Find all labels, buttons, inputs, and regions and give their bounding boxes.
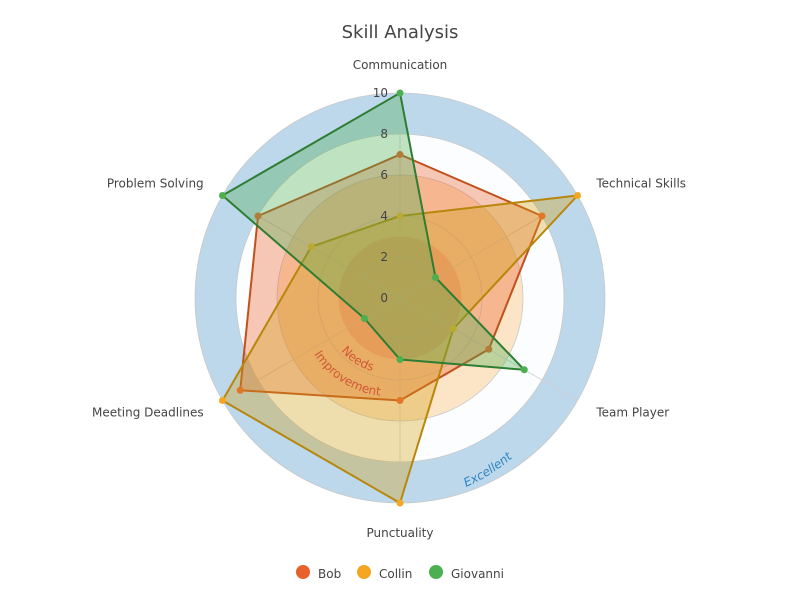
axis-labels: Communication Technical Skills Team Player… bbox=[92, 58, 686, 540]
radial-ticks: 0 2 4 6 8 10 bbox=[373, 86, 388, 305]
legend-item-bob[interactable]: Bob bbox=[296, 565, 341, 581]
legend-swatch-collin bbox=[357, 565, 371, 579]
axis-label-team-player: Team Player bbox=[595, 406, 669, 420]
series-giovanni-point-problem-solving[interactable] bbox=[218, 192, 226, 199]
radial-tick-label: 8 bbox=[380, 127, 388, 141]
radial-tick-label: 2 bbox=[380, 250, 388, 264]
axis-label-punctuality: Punctuality bbox=[367, 526, 434, 540]
legend-label-collin: Collin bbox=[379, 567, 412, 581]
series-collin-point-team-player[interactable] bbox=[449, 325, 457, 333]
series-bob-point-team-player[interactable] bbox=[485, 345, 493, 353]
legend-swatch-bob bbox=[296, 565, 310, 579]
series-bob-point-problem-solving[interactable] bbox=[254, 212, 262, 220]
series-collin-point-communication[interactable] bbox=[396, 212, 404, 220]
legend-item-collin[interactable]: Collin bbox=[357, 565, 412, 581]
legend[interactable]: Bob Collin Giovanni bbox=[296, 565, 504, 581]
legend-item-giovanni[interactable]: Giovanni bbox=[429, 565, 504, 581]
grid-spoke bbox=[399, 195, 578, 299]
series-collin-point-problem-solving[interactable] bbox=[307, 243, 315, 251]
chart-title: Skill Analysis bbox=[342, 22, 459, 43]
grid-spoke bbox=[222, 297, 401, 401]
series-collin-point-technical-skills[interactable] bbox=[574, 192, 582, 199]
series-bob-point-technical-skills[interactable] bbox=[538, 212, 546, 220]
series-bob-point-communication[interactable] bbox=[396, 151, 404, 158]
series-giovanni-point-meeting-deadlines[interactable] bbox=[360, 315, 368, 322]
radial-tick-label: 10 bbox=[373, 86, 388, 100]
axis-label-technical-skills: Technical Skills bbox=[595, 177, 686, 191]
series-giovanni-point-technical-skills[interactable] bbox=[432, 274, 440, 281]
series-giovanni-point-communication[interactable] bbox=[396, 89, 404, 97]
legend-label-giovanni: Giovanni bbox=[451, 567, 504, 581]
axis-label-problem-solving: Problem Solving bbox=[107, 177, 204, 191]
radial-tick-label: 6 bbox=[380, 168, 388, 182]
series-giovanni-point-team-player[interactable] bbox=[520, 366, 528, 374]
series-collin-point-punctuality[interactable] bbox=[396, 499, 404, 507]
series-bob-point-punctuality[interactable] bbox=[396, 397, 404, 404]
legend-label-bob: Bob bbox=[318, 567, 341, 581]
axis-label-meeting-deadlines: Meeting Deadlines bbox=[92, 406, 204, 420]
series-layer bbox=[218, 89, 582, 507]
series-giovanni-point-punctuality[interactable] bbox=[396, 356, 404, 363]
series-bob-point-meeting-deadlines[interactable] bbox=[236, 386, 244, 394]
legend-swatch-giovanni bbox=[429, 565, 443, 579]
series-collin-point-meeting-deadlines[interactable] bbox=[218, 397, 226, 404]
radial-tick-label: 4 bbox=[380, 209, 388, 223]
radial-tick-label: 0 bbox=[380, 291, 388, 305]
axis-label-communication: Communication bbox=[353, 58, 448, 72]
